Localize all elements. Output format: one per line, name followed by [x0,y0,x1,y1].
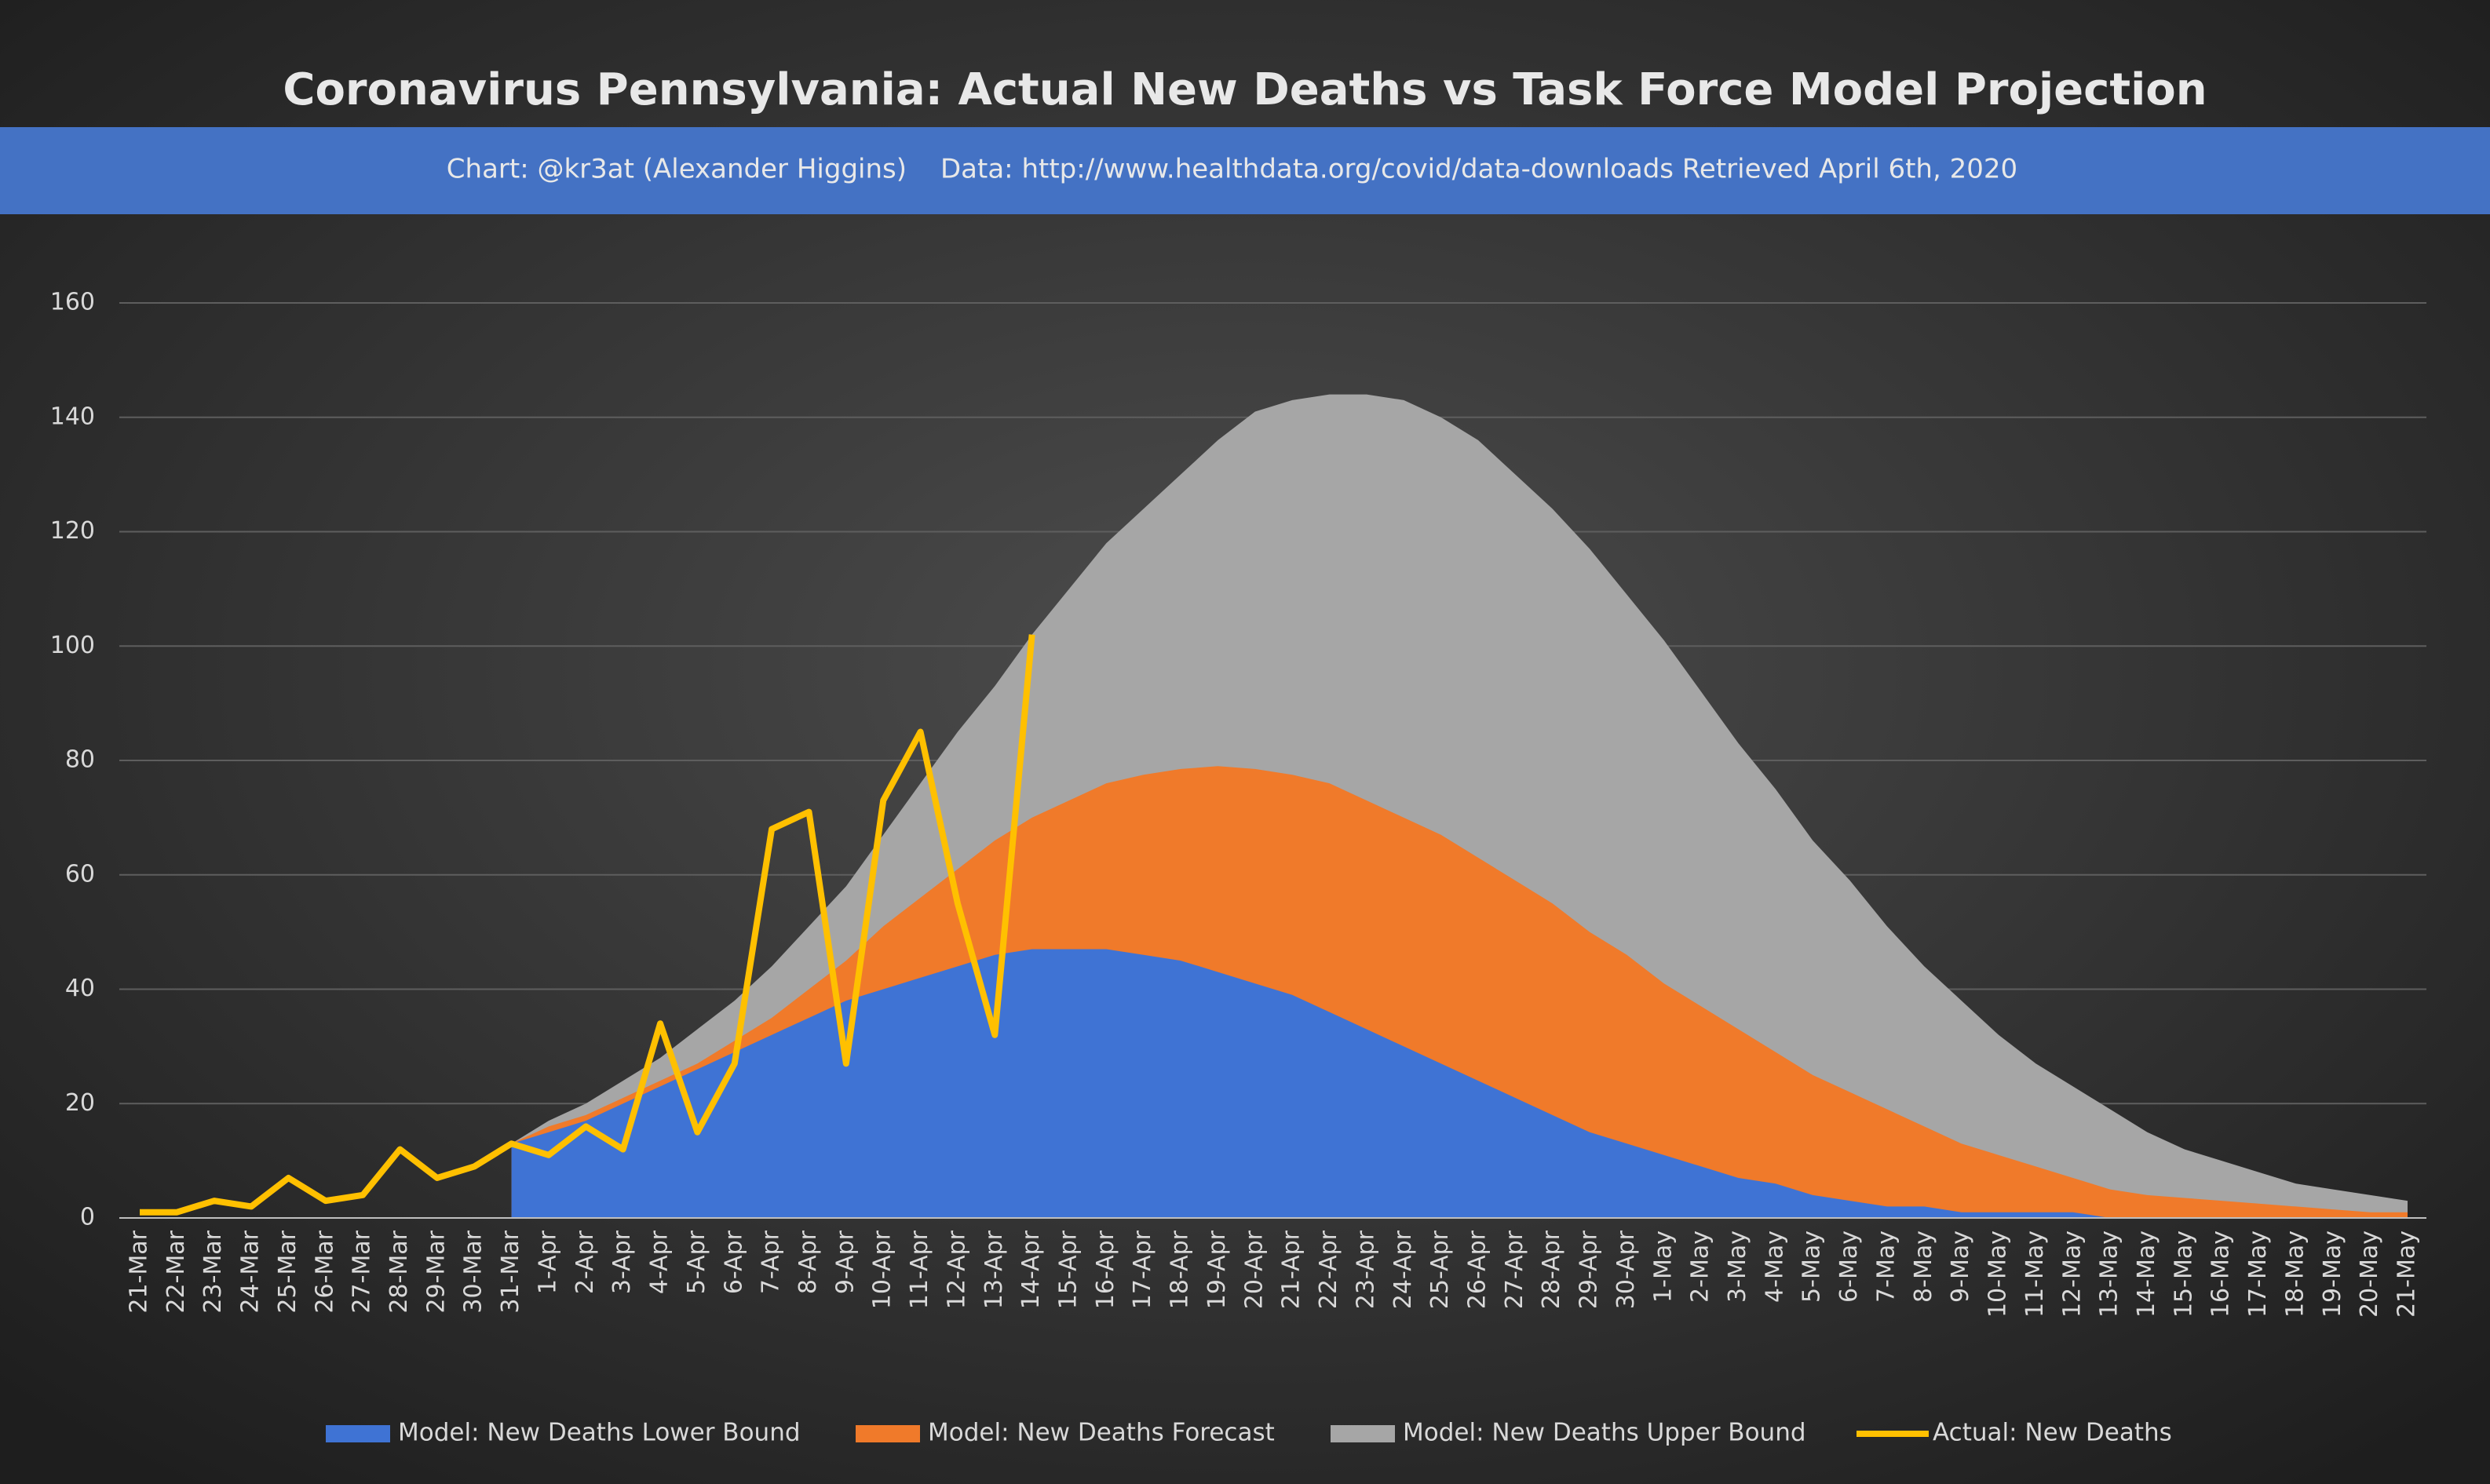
y-tick-label: 60 [65,860,95,888]
x-tick-label: 16-May [2207,1231,2235,1318]
x-tick-label: 27-Mar [349,1230,376,1313]
x-tick-label: 11-Apr [906,1230,933,1309]
x-tick-label: 17-May [2244,1231,2272,1318]
x-tick-label: 9-Apr [831,1230,859,1294]
x-tick-label: 26-Apr [1463,1230,1491,1309]
x-tick-label: 16-Apr [1092,1230,1119,1309]
x-tick-label: 30-Mar [460,1230,487,1313]
x-tick-label: 30-Apr [1612,1230,1640,1309]
x-tick-label: 3-Apr [608,1230,636,1294]
x-tick-label: 22-Mar [162,1230,190,1313]
legend-label: Model: New Deaths Upper Bound [1403,1419,1806,1447]
x-tick-label: 21-Apr [1278,1230,1305,1309]
y-tick-label: 100 [50,632,95,659]
y-tick-label: 20 [65,1089,95,1117]
x-tick-label: 17-Apr [1129,1230,1156,1309]
y-tick-label: 0 [80,1204,95,1231]
x-tick-label: 7-Apr [758,1230,785,1294]
legend-label: Actual: New Deaths [1933,1419,2172,1447]
x-tick-label: 12-May [2058,1231,2086,1318]
x-tick-label: 24-Apr [1389,1230,1417,1309]
x-tick-label: 6-Apr [720,1230,747,1294]
x-tick-label: 20-May [2356,1231,2383,1318]
x-tick-label: 11-May [2021,1231,2049,1318]
x-tick-label: 13-May [2096,1231,2123,1318]
x-tick-label: 6-May [1835,1231,1863,1303]
x-tick-label: 27-Apr [1501,1230,1528,1309]
x-tick-label: 25-Mar [274,1230,301,1313]
x-tick-label: 12-Apr [943,1230,970,1309]
x-tick-label: 5-Apr [683,1230,710,1294]
y-tick-label: 160 [50,289,95,316]
y-tick-label: 40 [65,975,95,1002]
chart-credit: Chart: @kr3at (Alexander Higgins) [447,154,907,185]
legend-label: Model: New Deaths Lower Bound [398,1419,801,1447]
x-tick-label: 8-Apr [794,1230,822,1294]
x-tick-label: 10-May [1984,1231,2012,1318]
chart-title: Coronavirus Pennsylvania: Actual New Dea… [283,64,2207,115]
banner [0,127,2490,214]
x-tick-label: 1-Apr [534,1230,561,1294]
x-tick-label: 29-Apr [1575,1230,1603,1309]
legend-label: Model: New Deaths Forecast [928,1419,1275,1447]
x-tick-label: 23-Apr [1352,1230,1379,1309]
x-tick-label: 26-Mar [311,1230,338,1313]
x-tick-label: 10-Apr [869,1230,896,1309]
x-tick-label: 28-Apr [1538,1230,1565,1309]
x-tick-label: 19-May [2319,1231,2346,1318]
x-tick-label: 7-May [1872,1231,1900,1303]
x-tick-label: 4-May [1761,1231,1788,1303]
x-tick-label: 23-Mar [199,1230,227,1313]
legend-swatch [326,1425,390,1442]
x-tick-label: 22-Apr [1315,1230,1342,1309]
x-tick-label: 2-Apr [571,1230,599,1294]
chart-source: Data: http://www.healthdata.org/covid/da… [940,154,2017,185]
x-tick-label: 28-Mar [385,1230,413,1313]
x-tick-label: 19-Apr [1203,1230,1231,1309]
x-tick-label: 14-Apr [1017,1230,1045,1309]
y-tick-label: 140 [50,403,95,430]
legend-swatch [1331,1425,1395,1442]
x-tick-label: 14-May [2133,1231,2160,1318]
y-tick-label: 80 [65,746,95,774]
x-tick-label: 9-May [1947,1231,1974,1303]
x-tick-label: 18-May [2281,1231,2309,1318]
x-tick-label: 21-Mar [126,1230,153,1313]
x-tick-label: 5-May [1798,1231,1826,1303]
x-tick-label: 18-Apr [1167,1230,1194,1309]
x-tick-label: 24-Mar [237,1230,265,1313]
x-tick-label: 15-Apr [1055,1230,1083,1309]
x-tick-label: 13-Apr [980,1230,1008,1309]
x-tick-label: 8-May [1910,1231,1937,1303]
x-tick-label: 15-May [2170,1231,2197,1318]
x-tick-label: 3-May [1724,1231,1751,1303]
area [511,949,2408,1218]
x-tick-label: 29-Mar [422,1230,450,1313]
y-tick-label: 120 [50,517,95,545]
legend-swatch [856,1425,920,1442]
x-tick-label: 4-Apr [646,1230,674,1294]
x-tick-label: 25-Apr [1426,1230,1454,1309]
line [140,634,1035,1216]
x-tick-label: 31-Mar [497,1230,524,1313]
x-tick-label: 20-Apr [1240,1230,1268,1309]
x-tick-label: 2-May [1687,1231,1714,1303]
x-tick-label: 21-May [2393,1231,2421,1318]
x-tick-label: 1-May [1649,1231,1677,1303]
